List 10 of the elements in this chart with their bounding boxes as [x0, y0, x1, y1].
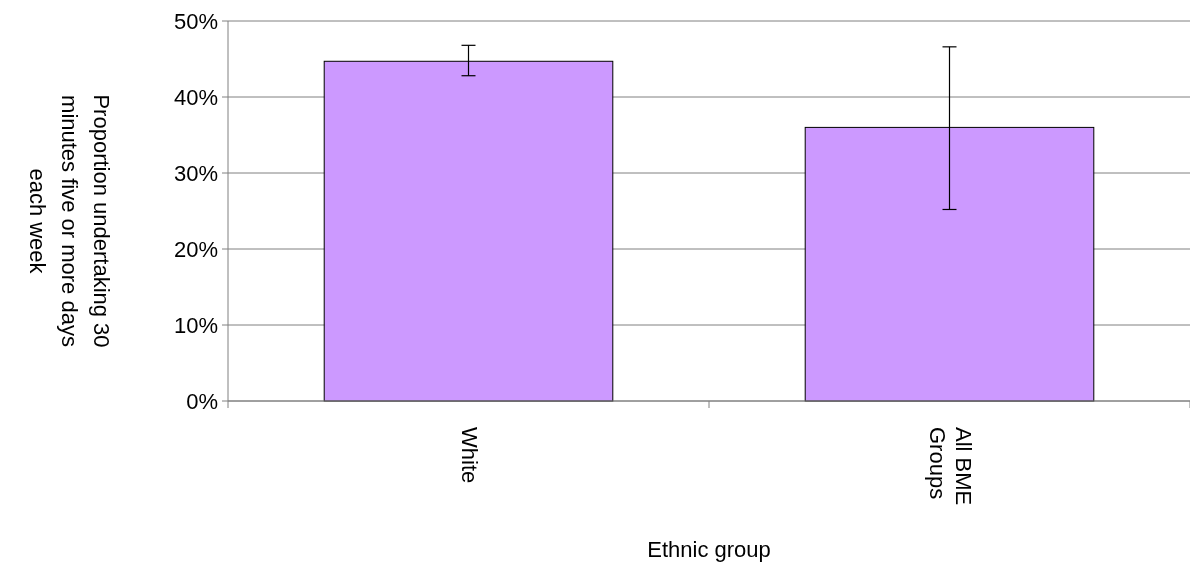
y-tick-label: 50%	[173, 8, 218, 34]
y-tick-label: 40%	[173, 84, 218, 110]
x-tick-label: White	[456, 427, 482, 484]
x-axis-title: Ethnic group	[647, 537, 771, 562]
y-tick-label: 30%	[173, 160, 218, 186]
y-axis-title: Proportion undertaking 30 minutes five or more days each week	[25, 94, 114, 348]
y-tick-label: 20%	[173, 236, 218, 262]
y-tick-label: 0%	[186, 388, 218, 414]
x-tick-label: All BME Groups	[924, 427, 976, 506]
y-tick-label: 10%	[173, 312, 218, 338]
